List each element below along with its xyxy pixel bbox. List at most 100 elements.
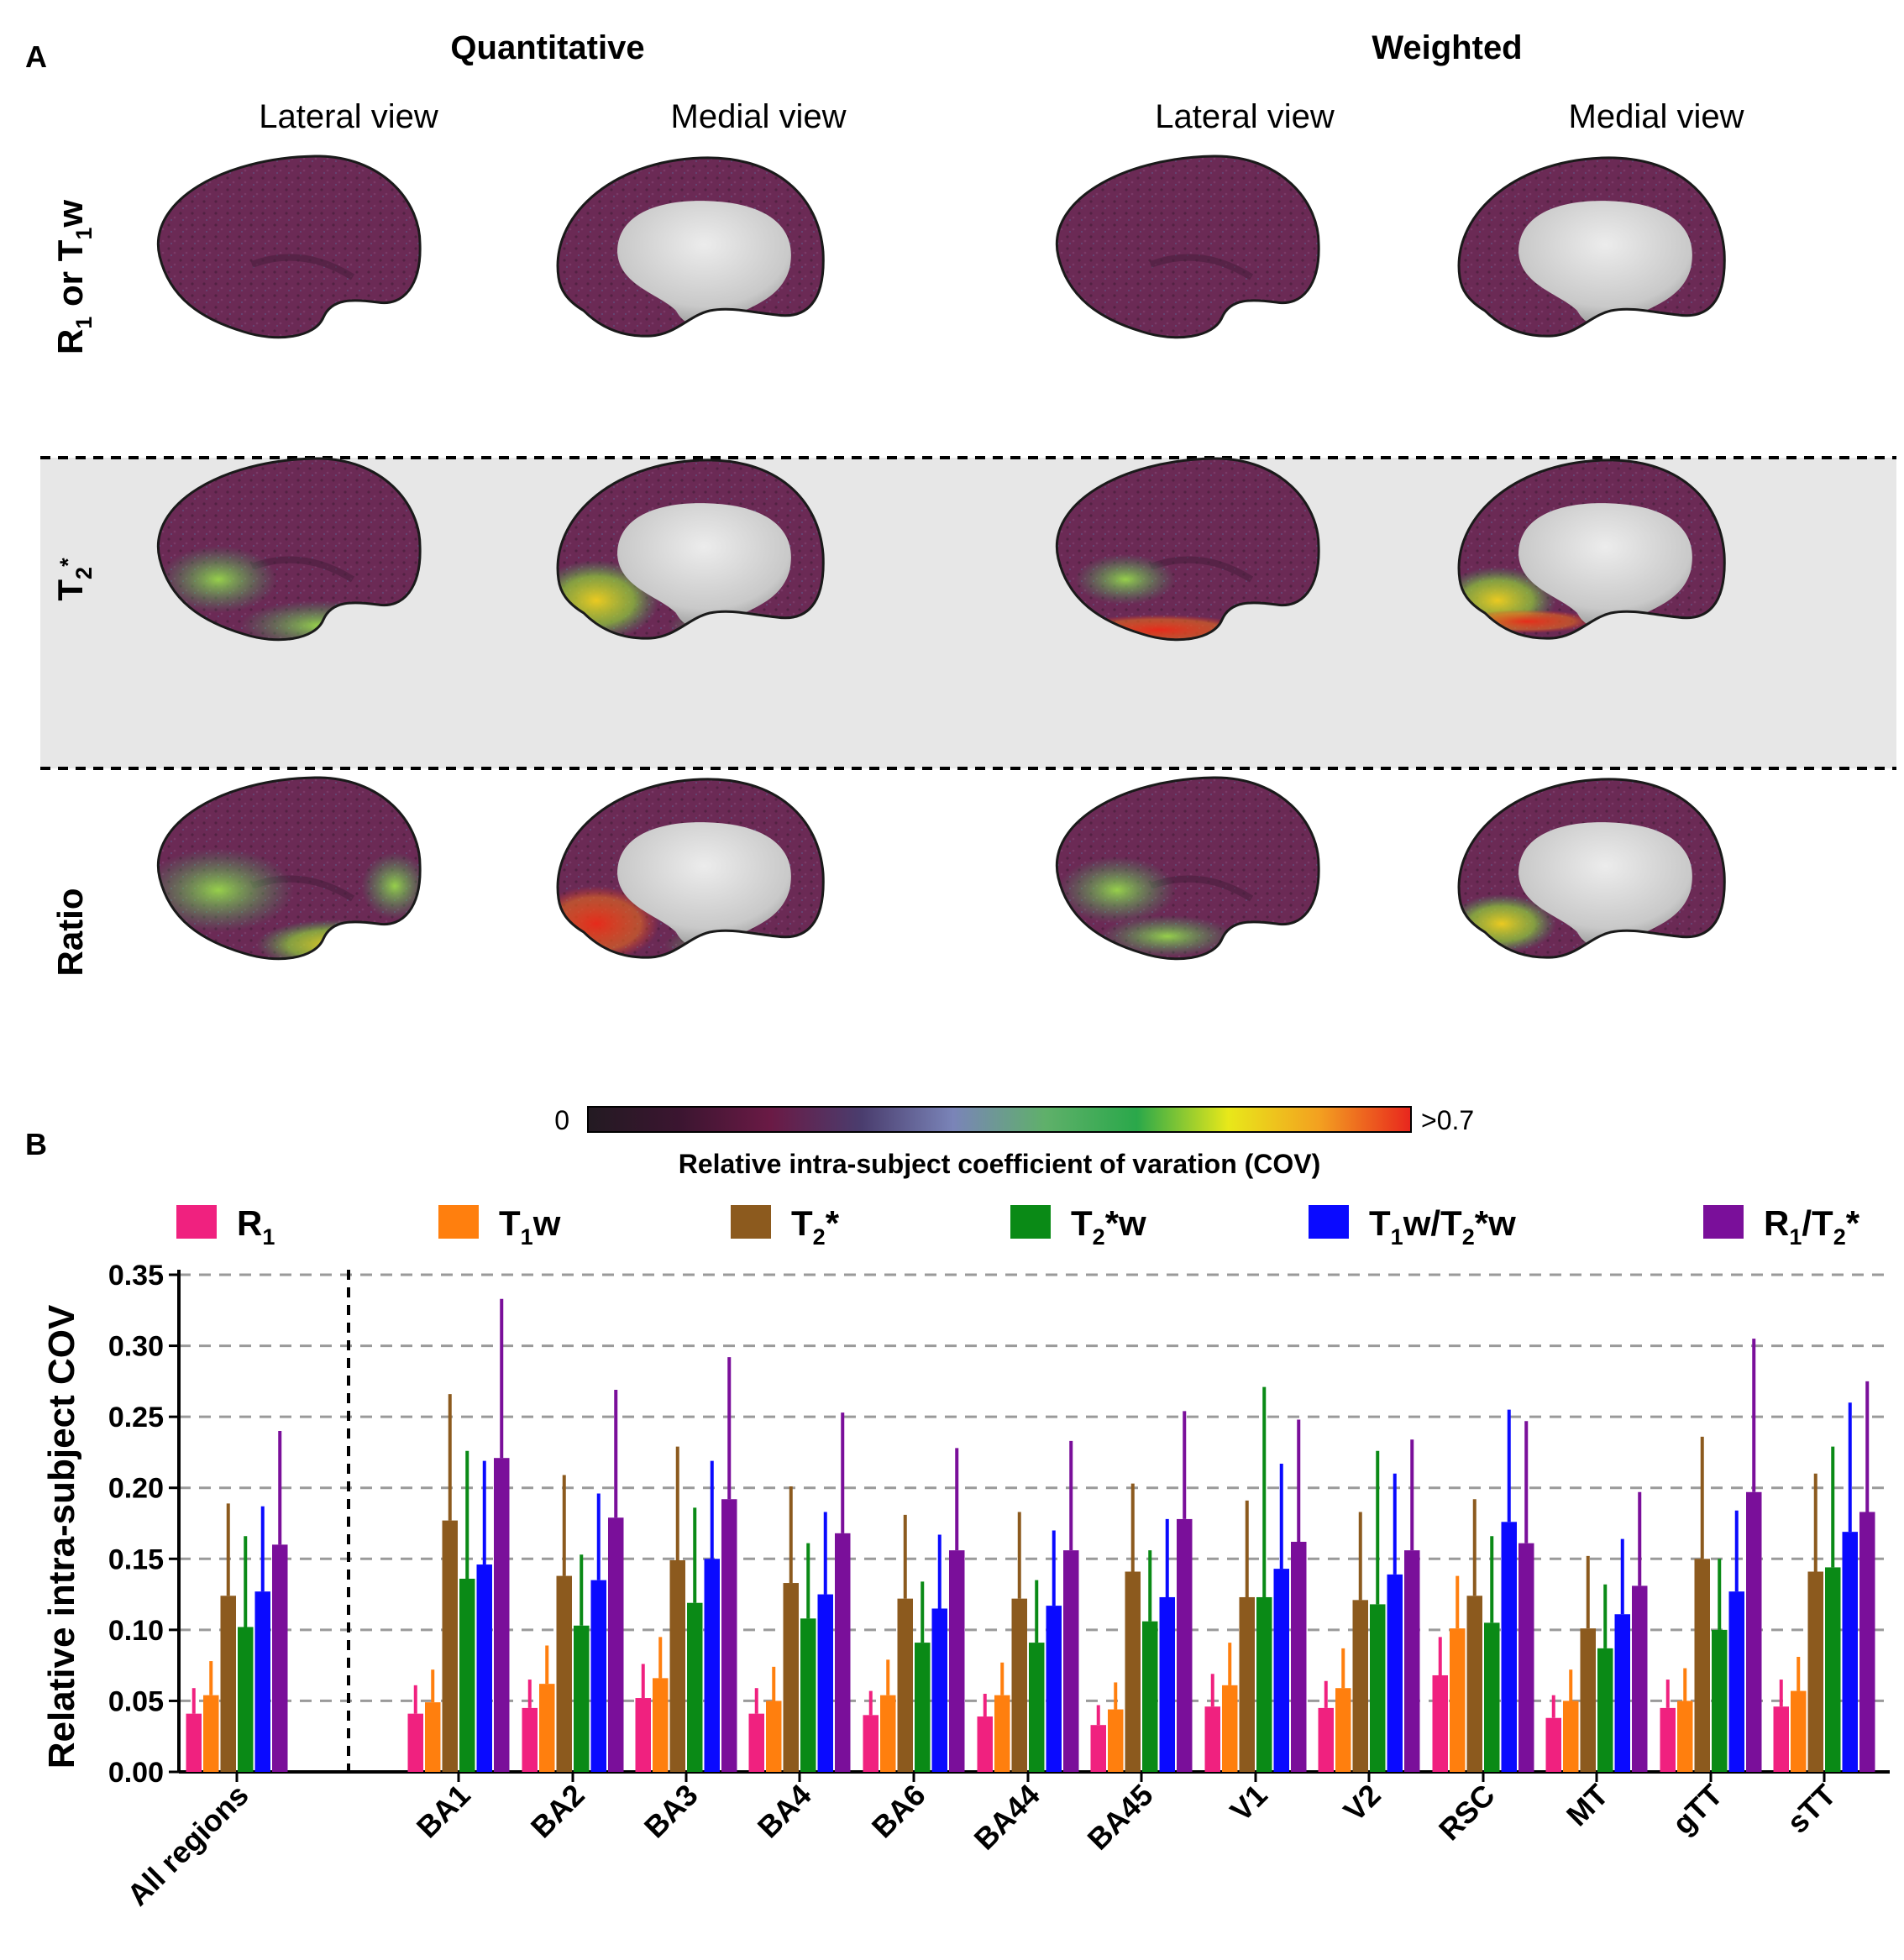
x-tick-label: All regions (120, 1778, 255, 1913)
bar (186, 1713, 202, 1772)
y-tick-label: 0.25 (108, 1402, 164, 1433)
bar (238, 1627, 254, 1772)
bar (1518, 1543, 1534, 1772)
x-tick-label: gTT (1665, 1778, 1729, 1842)
bar (1204, 1706, 1220, 1772)
bar (1352, 1600, 1368, 1772)
x-tick-label: BA44 (968, 1778, 1046, 1857)
group-label-weighted: Weighted (1372, 29, 1522, 66)
svg-text:T2*: T2* (50, 558, 97, 601)
bar (476, 1564, 492, 1772)
brain-0-1 (556, 156, 825, 338)
bar (1563, 1701, 1579, 1772)
bar (1370, 1604, 1386, 1772)
bar (1484, 1622, 1500, 1772)
x-tick-label: BA2 (524, 1778, 591, 1845)
bar (220, 1596, 236, 1772)
bar (1825, 1567, 1841, 1772)
bar (1728, 1591, 1744, 1772)
bar (1063, 1550, 1079, 1772)
legend-label: R1/T2* (1764, 1203, 1860, 1250)
legend-label: R1 (237, 1203, 275, 1250)
brain-2-2 (1055, 776, 1320, 961)
bar (1597, 1648, 1613, 1772)
row-label-t2star: T2* (50, 558, 97, 601)
bar (669, 1559, 685, 1772)
bar (817, 1594, 833, 1772)
bar (783, 1583, 799, 1772)
bar (931, 1608, 947, 1772)
bar (1291, 1541, 1307, 1772)
brain-0-0 (156, 155, 422, 339)
view-label-weighted-lateral: Lateral view (1155, 98, 1335, 135)
bar (994, 1695, 1010, 1772)
legend-label: T1w/T2*w (1369, 1203, 1516, 1250)
bar (704, 1559, 720, 1772)
bar (1256, 1596, 1272, 1772)
brain-2-3 (1457, 778, 1726, 959)
bar (556, 1575, 572, 1772)
bar (1677, 1701, 1693, 1772)
colorbar-title: Relative intra-subject coefficient of va… (679, 1149, 1321, 1179)
bar (1632, 1585, 1648, 1772)
view-label-weighted-medial: Medial view (1569, 98, 1744, 135)
bar (1404, 1550, 1420, 1772)
x-tick-label: V2 (1337, 1778, 1387, 1828)
bar (1177, 1518, 1193, 1772)
bar (459, 1578, 475, 1772)
legend-label: T1w (499, 1203, 561, 1250)
bar (721, 1499, 737, 1772)
panel-b-label: B (25, 1127, 47, 1161)
bar (1011, 1598, 1027, 1772)
bar (1387, 1574, 1403, 1772)
bar (407, 1713, 423, 1772)
bar (1859, 1512, 1875, 1772)
x-tick-label: BA4 (751, 1778, 818, 1845)
view-label-quant-medial: Medial view (671, 98, 847, 135)
x-tick-label: BA1 (410, 1778, 477, 1845)
x-tick-label: V1 (1224, 1778, 1274, 1828)
legend-swatch (1010, 1205, 1051, 1239)
y-axis-label: Relative intra-subject COV (41, 1304, 82, 1769)
brain-2-0 (156, 776, 422, 961)
x-tick-label: MT (1560, 1778, 1615, 1833)
bar (748, 1713, 764, 1772)
brain-0-2 (1055, 155, 1320, 339)
bar-chart: 0.00 0.05 0.10 0.15 0.20 0.25 0.30 0.35 All regi… (108, 1260, 1890, 1912)
bar (1614, 1614, 1630, 1772)
brain-0-3 (1457, 156, 1726, 338)
colorbar-min-label: 0 (554, 1105, 569, 1135)
bar (653, 1678, 669, 1772)
bar (1108, 1709, 1124, 1772)
bar (1029, 1643, 1045, 1772)
row-label-r1-or-t1w: R1 or T1w (50, 200, 97, 354)
bar (608, 1517, 624, 1772)
y-tick-label: 0.15 (108, 1543, 164, 1575)
bar (1694, 1559, 1710, 1772)
bar (539, 1684, 555, 1772)
bar (897, 1598, 913, 1772)
bar (1712, 1629, 1728, 1772)
bar (915, 1643, 931, 1772)
bar (863, 1715, 879, 1772)
view-label-quant-lateral: Lateral view (259, 98, 438, 135)
bar (1660, 1707, 1676, 1772)
bar (1501, 1522, 1517, 1772)
bar (800, 1618, 816, 1772)
legend-label: T2*w (1071, 1203, 1146, 1250)
bar (1046, 1606, 1062, 1772)
bar (1222, 1685, 1238, 1772)
colorbar (587, 1106, 1412, 1133)
x-tick-label: RSC (1432, 1778, 1502, 1847)
y-tick-label: 0.20 (108, 1473, 164, 1505)
y-tick-label: 0.35 (108, 1260, 164, 1292)
bar (766, 1701, 782, 1772)
svg-text:Ratio: Ratio (50, 888, 90, 977)
bar (1142, 1621, 1158, 1772)
group-label-quantitative: Quantitative (450, 29, 644, 66)
bar (590, 1580, 606, 1772)
panel-a-label: A (25, 39, 47, 74)
x-tick-label: sTT (1780, 1778, 1842, 1840)
bar (835, 1533, 851, 1772)
